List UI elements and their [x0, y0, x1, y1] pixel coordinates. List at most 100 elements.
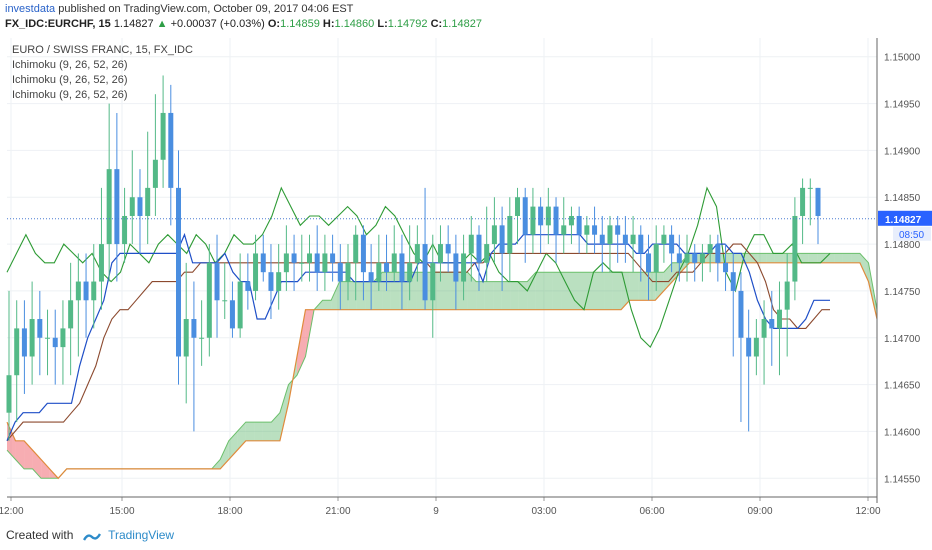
cloud-segment: [254, 422, 263, 441]
cloud-segment: [808, 253, 818, 263]
candle-body: [638, 234, 644, 254]
candle-body: [746, 337, 752, 357]
tradingview-logo-icon: [82, 531, 101, 541]
low-value: 1.14792: [387, 18, 428, 30]
candle-body: [114, 169, 120, 245]
cloud-segment: [365, 281, 374, 310]
candle-body: [661, 234, 667, 245]
tradingview-brand[interactable]: TradingView: [108, 528, 175, 542]
cloud-segment: [331, 281, 340, 310]
created-with-text: Created with: [6, 528, 74, 542]
cloud-segment: [834, 253, 843, 263]
y-tick-label: 1.14700: [884, 334, 921, 345]
candle-body: [499, 225, 505, 254]
indicator-label-1[interactable]: Ichimoku (9, 26, 52, 26): [12, 59, 128, 71]
candle-body: [630, 234, 636, 245]
candle-body: [615, 225, 621, 235]
candle-body: [645, 253, 651, 273]
countdown-tag: [893, 226, 931, 241]
candle-body: [707, 244, 713, 254]
candle-body: [461, 253, 467, 282]
cloud-segment: [604, 272, 613, 310]
candle-body: [68, 300, 74, 329]
last-price-label: 1.14827: [885, 215, 922, 226]
leading-span-b-line: [6, 262, 878, 480]
author-name[interactable]: investdata: [5, 3, 56, 15]
y-tick-label: 1.14750: [884, 287, 921, 298]
candle-body: [769, 319, 775, 329]
chart-title[interactable]: EURO / SWISS FRANC, 15, FX_IDC: [12, 44, 193, 56]
candle-body: [306, 253, 312, 263]
y-tick-label: 1.14950: [884, 100, 921, 111]
candle-body: [222, 300, 228, 302]
candle-body: [522, 197, 528, 235]
publish-text: published on TradingView.com, October 09…: [58, 3, 354, 15]
symbol-interval: FX_IDC:EURCHF, 15: [5, 18, 111, 30]
candle-body: [14, 328, 20, 376]
candle-body: [6, 375, 12, 413]
last-price-tag: [878, 210, 932, 226]
candle-body: [753, 337, 759, 357]
candle-body: [75, 281, 81, 301]
cloud-segment: [561, 272, 570, 310]
candle-body: [384, 262, 390, 273]
candle-body: [437, 244, 443, 263]
candle-body: [283, 253, 289, 273]
candle-body: [491, 225, 497, 245]
cloud-segment: [629, 272, 639, 301]
x-tick-label: 21:00: [325, 506, 350, 517]
candle-body: [738, 290, 744, 338]
cloud-segment: [638, 272, 647, 301]
symbol-header: FX_IDC:EURCHF, 15 1.14827 ▲ +0.00037 (+0…: [5, 18, 482, 30]
candle-body: [299, 262, 305, 264]
candle-body: [353, 234, 359, 263]
cloud-segment: [732, 253, 741, 263]
candle-body: [484, 244, 490, 263]
indicator-label-3[interactable]: Ichimoku (9, 26, 52, 26): [12, 89, 128, 101]
candle-body: [592, 225, 598, 235]
candle-body: [761, 319, 767, 338]
candle-body: [468, 234, 474, 254]
candle-body: [45, 337, 51, 339]
candle-body: [129, 197, 135, 216]
cloud-segment: [578, 272, 587, 310]
low-label: L:: [377, 18, 388, 30]
cloud-segment: [569, 272, 579, 310]
cloud-segment: [501, 281, 511, 310]
candle-body: [561, 225, 567, 235]
candle-body: [599, 234, 605, 245]
candle-body: [538, 206, 544, 226]
cloud-segment: [467, 272, 477, 310]
cloud-segment: [595, 272, 605, 310]
candle-body: [800, 187, 806, 216]
candle-body: [291, 253, 297, 263]
x-tick-label: 06:00: [639, 506, 664, 517]
candle-body: [122, 215, 128, 245]
cloud-segment: [621, 272, 630, 310]
candle-body: [792, 215, 798, 282]
candle-body: [692, 253, 698, 263]
indicator-label-2[interactable]: Ichimoku (9, 26, 52, 26): [12, 74, 128, 86]
cloud-segment: [442, 272, 451, 310]
candle-body: [253, 253, 259, 291]
cloud-segment: [535, 272, 545, 310]
candle-body: [368, 272, 374, 282]
cloud-segment: [825, 253, 835, 263]
cloud-segment: [587, 272, 596, 310]
candle-body: [422, 244, 428, 301]
candle-body: [152, 159, 158, 188]
candle-body: [268, 272, 274, 291]
candle-body: [21, 328, 27, 357]
cloud-segment: [510, 281, 519, 310]
candle-body: [360, 234, 366, 273]
candle-body: [106, 169, 112, 245]
countdown-label: 08:50: [899, 230, 924, 241]
publish-info: investdata published on TradingView.com,…: [5, 3, 353, 15]
candle-body: [199, 337, 205, 339]
cloud-segment: [339, 281, 349, 310]
candle-body: [430, 262, 436, 301]
candle-body: [815, 187, 821, 216]
candle-body: [507, 215, 513, 254]
candle-body: [576, 215, 582, 235]
